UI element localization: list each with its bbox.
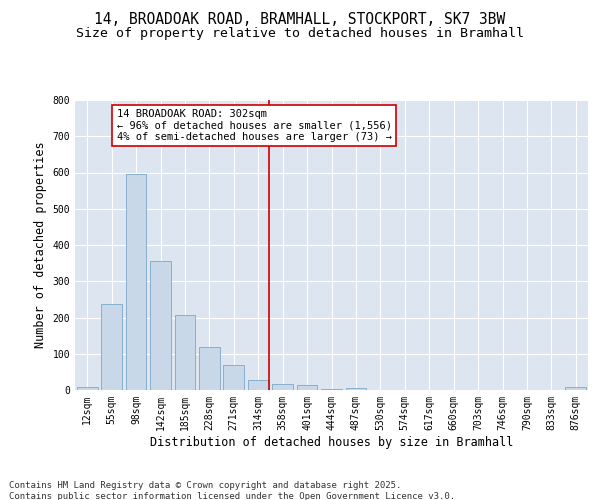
Bar (565, 387, 586, 390)
Bar (175, 315, 196, 390)
Text: Contains public sector information licensed under the Open Government Licence v3: Contains public sector information licen… (9, 492, 455, 500)
Y-axis label: Number of detached properties: Number of detached properties (34, 142, 47, 348)
Bar (223, 364, 244, 390)
Bar (346, 388, 367, 390)
Bar (199, 347, 220, 390)
Text: 14 BROADOAK ROAD: 302sqm
← 96% of detached houses are smaller (1,556)
4% of semi: 14 BROADOAK ROAD: 302sqm ← 96% of detach… (116, 109, 392, 142)
Bar (248, 380, 269, 390)
Bar (101, 304, 122, 390)
Bar (272, 384, 293, 390)
Bar (150, 262, 171, 390)
Text: Contains HM Land Registry data © Crown copyright and database right 2025.: Contains HM Land Registry data © Crown c… (9, 481, 401, 490)
Bar (125, 174, 146, 390)
Bar (321, 388, 342, 390)
Bar (296, 386, 317, 390)
X-axis label: Distribution of detached houses by size in Bramhall: Distribution of detached houses by size … (150, 436, 513, 448)
Text: 14, BROADOAK ROAD, BRAMHALL, STOCKPORT, SK7 3BW: 14, BROADOAK ROAD, BRAMHALL, STOCKPORT, … (94, 12, 506, 28)
Text: Size of property relative to detached houses in Bramhall: Size of property relative to detached ho… (76, 28, 524, 40)
Bar (77, 387, 98, 390)
